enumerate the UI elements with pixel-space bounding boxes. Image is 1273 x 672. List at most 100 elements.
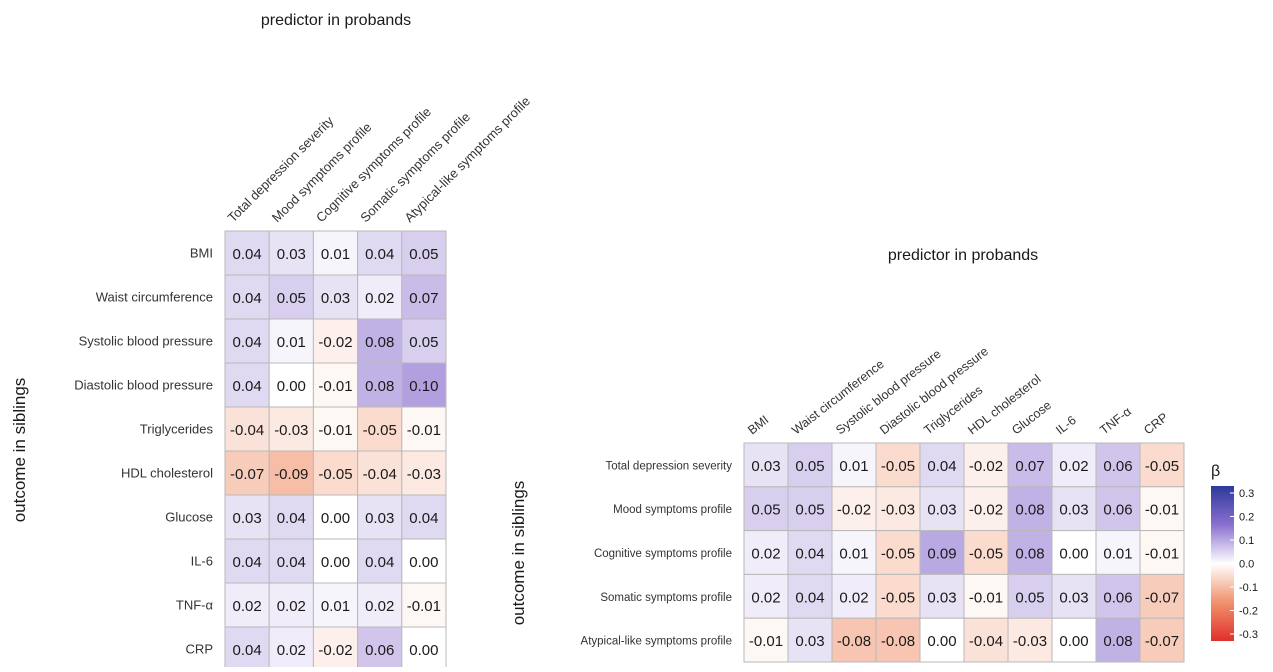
right-cell — [831, 442, 877, 488]
left-cell-label: -0.02 — [318, 334, 352, 351]
right-cell-label: -0.02 — [837, 502, 871, 519]
right-cell-label: 0.01 — [839, 458, 868, 475]
right-cell-label: 0.06 — [1103, 589, 1132, 606]
right-cell-label: 0.00 — [927, 633, 956, 650]
left-cell — [312, 626, 359, 672]
right-cell-label: 0.03 — [1059, 502, 1088, 519]
left-cell-label: 0.02 — [277, 642, 306, 659]
right-cell-label: 0.05 — [795, 502, 824, 519]
legend-tick-label: -0.1 — [1239, 582, 1258, 594]
left-cell-label: -0.01 — [318, 378, 352, 395]
legend-tick-label: -0.2 — [1239, 606, 1258, 618]
right-cell-label: 0.00 — [1059, 546, 1088, 563]
right-cell-label: 0.05 — [795, 458, 824, 475]
left-row-label: Systolic blood pressure — [79, 334, 213, 349]
right-cell — [963, 486, 1009, 532]
left-cell — [224, 494, 270, 540]
right-row-label: Total depression severity — [605, 460, 732, 472]
right-cell-label: 0.02 — [751, 546, 780, 563]
left-cell-label: 0.04 — [277, 554, 306, 571]
left-cell — [224, 230, 270, 276]
left-cell — [224, 274, 270, 320]
left-row-label: BMI — [190, 246, 213, 261]
left-cell — [312, 362, 359, 408]
left-cell — [401, 362, 447, 408]
right-cell-label: -0.01 — [1145, 502, 1179, 519]
legend-tick-label: 0.2 — [1239, 512, 1254, 524]
right-cell-label: -0.05 — [881, 458, 915, 475]
legend-tick-label: 0.1 — [1239, 535, 1254, 547]
right-cell — [743, 486, 789, 532]
right-cell-label: -0.05 — [881, 546, 915, 563]
left-cell — [312, 406, 359, 452]
right-col-label: TNF-α — [1097, 404, 1134, 437]
left-cell-label: 0.07 — [409, 290, 438, 307]
left-row-label: CRP — [186, 642, 213, 657]
right-cell — [1139, 442, 1185, 488]
right-cell-label: 0.04 — [927, 458, 956, 475]
right-cell — [831, 486, 877, 532]
left-cell-label: -0.01 — [407, 598, 441, 615]
left-cell-label: 0.00 — [409, 554, 438, 571]
left-cell-label: 0.04 — [232, 642, 261, 659]
right-row-label: Mood symptoms profile — [613, 504, 732, 516]
right-cell-label: -0.03 — [881, 502, 915, 519]
right-cell-label: 0.03 — [1059, 589, 1088, 606]
left-cell — [357, 450, 403, 496]
right-cell — [1007, 617, 1053, 663]
right-cell-label: 0.01 — [839, 546, 868, 563]
left-cell-label: -0.05 — [363, 422, 397, 439]
right-cell-label: -0.02 — [969, 458, 1003, 475]
left-ylabel: outcome in siblings — [10, 378, 29, 523]
right-cell — [787, 486, 833, 532]
right-cell-label: 0.08 — [1015, 502, 1044, 519]
left-cell-label: 0.02 — [365, 598, 394, 615]
left-cell-label: 0.05 — [409, 334, 438, 351]
left-cell — [268, 538, 314, 584]
left-cell-label: 0.04 — [277, 510, 306, 527]
right-cell — [1139, 617, 1185, 663]
right-cell — [963, 530, 1009, 575]
right-cell-label: 0.08 — [1015, 546, 1044, 563]
legend-tick-label: 0.0 — [1239, 559, 1254, 571]
right-cell-label: 0.05 — [751, 502, 780, 519]
right-col-label: IL-6 — [1053, 413, 1079, 437]
right-cell-label: 0.02 — [839, 589, 868, 606]
right-cell — [831, 573, 877, 619]
right-cell-label: 0.05 — [1015, 589, 1044, 606]
right-cell-label: -0.07 — [1145, 633, 1179, 650]
right-cell — [743, 442, 789, 488]
right-cell — [963, 442, 1009, 488]
right-cell-label: -0.08 — [837, 633, 871, 650]
right-ylabel: outcome in siblings — [509, 481, 528, 626]
right-cell-label: 0.06 — [1103, 502, 1132, 519]
right-cell-label: -0.01 — [749, 633, 783, 650]
left-cell-label: 0.03 — [232, 510, 261, 527]
left-row-label: Diastolic blood pressure — [74, 378, 213, 393]
right-col-label: CRP — [1141, 410, 1170, 437]
right-panel: 0.03 0.05 0.01 -0.05 0.04 -0.02 0.07 0.02 0.06 -0… — [509, 247, 1185, 663]
right-cell-label: 0.03 — [795, 633, 824, 650]
left-cell — [357, 318, 403, 364]
right-cell-label: -0.05 — [881, 589, 915, 606]
left-cell-label: 0.03 — [277, 246, 306, 263]
right-cell-label: 0.03 — [927, 502, 956, 519]
right-cell — [919, 486, 965, 532]
left-cell-label: 0.05 — [409, 246, 438, 263]
left-cell-label: 0.04 — [409, 510, 438, 527]
right-cell-label: 0.06 — [1103, 458, 1132, 475]
left-panel: 0.04 0.03 0.01 0.04 0.05 0.04 0.05 0.03 0.02 0.07… — [10, 12, 533, 672]
left-cell-label: 0.08 — [365, 378, 394, 395]
left-cell — [401, 538, 447, 584]
right-cell — [1095, 530, 1141, 575]
left-cell — [401, 582, 447, 628]
right-cell-label: -0.01 — [1145, 546, 1179, 563]
left-cell-label: -0.03 — [407, 466, 441, 483]
right-cell — [875, 617, 921, 663]
left-cell-label: -0.04 — [230, 422, 264, 439]
left-cell — [224, 362, 270, 408]
right-cell — [963, 617, 1009, 663]
left-cell — [224, 406, 270, 452]
